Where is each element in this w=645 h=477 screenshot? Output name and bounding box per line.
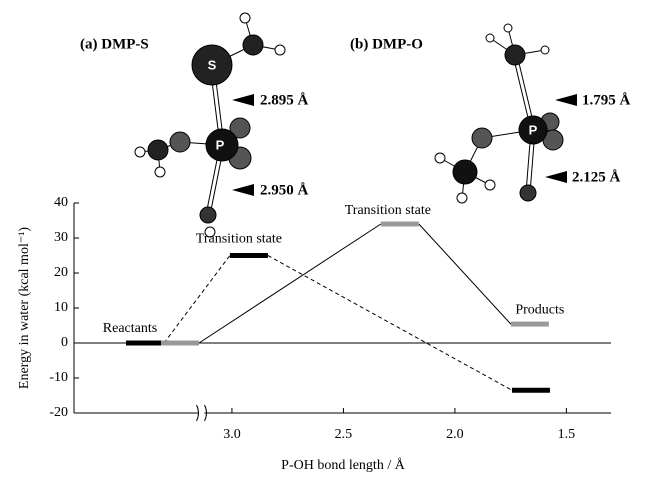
energy-level xyxy=(126,341,164,346)
axis-break xyxy=(199,405,205,421)
y-tick-label: 0 xyxy=(61,335,68,350)
y-tick-label: -10 xyxy=(49,370,68,385)
y-tick-label: 10 xyxy=(54,300,68,315)
molecule-a xyxy=(135,13,285,237)
molecule-b xyxy=(435,24,563,203)
arrow xyxy=(232,94,254,106)
x-tick-label: 1.5 xyxy=(558,427,576,442)
bond-length: 2.895 Å xyxy=(260,92,309,108)
page: {"chart_data":{"type":"energy-profile", … xyxy=(0,0,645,477)
y-tick-label: 30 xyxy=(54,230,68,245)
x-tick-label: 2.0 xyxy=(446,427,464,442)
atom-label: P xyxy=(216,137,225,152)
panel-label: (b) DMP-O xyxy=(350,36,423,52)
state-label: Products xyxy=(515,302,564,317)
energy-level xyxy=(511,322,549,327)
energy-level xyxy=(230,253,268,258)
connector xyxy=(419,224,511,324)
y-tick-label: 40 xyxy=(54,195,68,210)
arrow xyxy=(545,171,567,183)
atom-label: S xyxy=(208,57,217,72)
arrow xyxy=(555,94,577,106)
y-axis-label: Energy in water (kcal mol⁻¹) xyxy=(17,227,32,390)
energy-level xyxy=(381,222,419,227)
arrow xyxy=(232,184,254,196)
state-label: Transition state xyxy=(196,232,282,247)
energy-level xyxy=(161,341,199,346)
panel-label: (a) DMP-S xyxy=(80,36,149,52)
y-tick-label: 20 xyxy=(54,265,68,280)
bond-length: 2.125 Å xyxy=(572,169,621,185)
state-label: Transition state xyxy=(345,203,431,218)
energy-level xyxy=(512,388,550,393)
connector xyxy=(164,256,230,344)
state-label: Reactants xyxy=(103,321,157,336)
connector xyxy=(268,256,512,391)
x-axis-label: P-OH bond length / Å xyxy=(281,457,406,473)
chart: (a) DMP-S (b) DMP-O S P 2.895 Å 2.950 Å … xyxy=(0,0,645,477)
bond-length: 1.795 Å xyxy=(582,92,631,108)
y-tick-label: -20 xyxy=(49,405,68,420)
bond-length: 2.950 Å xyxy=(260,182,309,198)
atom-label: P xyxy=(529,122,538,137)
x-tick-label: 3.0 xyxy=(223,427,241,442)
x-tick-label: 2.5 xyxy=(335,427,353,442)
